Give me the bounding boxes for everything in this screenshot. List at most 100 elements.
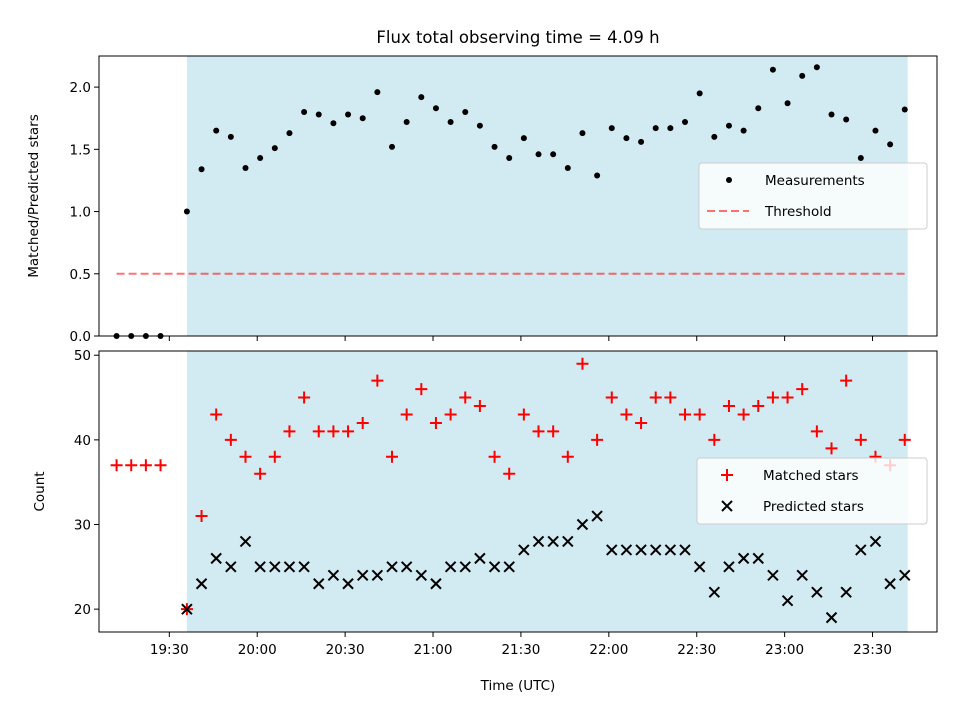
matched-star-point	[737, 408, 750, 421]
measurement-point	[901, 106, 908, 113]
predicted-star-point	[342, 578, 354, 590]
x-tick-label: 21:00	[414, 642, 453, 658]
measurement-point	[403, 118, 410, 125]
predicted-star-point	[313, 578, 325, 590]
matched-star-point	[898, 433, 911, 446]
legend-marker-x	[721, 500, 733, 512]
predicted-star-point	[781, 594, 794, 607]
predicted-star-point	[723, 561, 735, 573]
measurement-point	[725, 122, 732, 129]
predicted-star-point	[635, 544, 647, 556]
measurement-point	[432, 105, 439, 112]
matched-star-point	[110, 459, 123, 472]
predicted-star-point	[884, 578, 896, 590]
predicted-star-point	[225, 561, 237, 573]
predicted-star-point	[239, 535, 252, 548]
legend-label: Measurements	[765, 173, 865, 189]
matched-star-point	[444, 408, 457, 421]
predicted-star-point	[752, 552, 764, 565]
matched-star-point	[547, 425, 560, 438]
predicted-star-point	[254, 561, 266, 573]
y-axis-label: Matched/Predicted stars	[26, 114, 42, 277]
legend: Matched stars Predicted stars	[696, 457, 928, 525]
matched-star-point	[854, 433, 867, 446]
measurement-point	[286, 130, 293, 137]
x-axis-label: Time (UTC)	[480, 678, 556, 694]
matched-star-point	[312, 425, 325, 438]
measurement-point	[608, 125, 615, 132]
matched-star-point	[532, 425, 545, 438]
legend-box	[696, 457, 928, 525]
matched-star-point	[154, 459, 167, 472]
predicted-star-point	[840, 586, 852, 598]
y-tick-label: 50	[74, 348, 91, 364]
count-panel: 20 30 40 50 19:30 20:00 20:30 21:00 21:30 22:00 22…	[32, 348, 938, 658]
y-tick-label: 0.0	[70, 329, 91, 345]
matched-star-point	[224, 433, 237, 446]
y-tick-label: 0.5	[70, 267, 91, 283]
measurement-point	[301, 109, 308, 115]
measurement-point	[520, 135, 527, 142]
measurement-point	[784, 100, 791, 107]
predicted-star-point	[693, 561, 706, 573]
predicted-star-point	[576, 518, 589, 531]
predicted-star-point	[679, 544, 691, 556]
measurement-point	[887, 141, 894, 148]
measurement-point	[183, 208, 190, 215]
measurement-point	[389, 143, 396, 150]
measurement-point	[769, 66, 776, 73]
measurement-point	[198, 166, 205, 173]
matched-star-point	[561, 450, 574, 463]
matched-star-point	[195, 510, 208, 523]
matched-star-point	[722, 400, 735, 413]
measurement-point	[813, 64, 820, 71]
matched-star-point	[635, 416, 648, 429]
predicted-star-point	[386, 561, 398, 573]
measurement-point	[227, 133, 234, 140]
predicted-star-point	[430, 578, 442, 590]
measurement-point	[564, 165, 571, 171]
measurement-point	[271, 145, 278, 152]
measurement-point	[345, 111, 352, 118]
y-tick-label: 30	[74, 518, 91, 534]
legend-label: Predicted stars	[763, 499, 864, 515]
matched-star-point	[752, 400, 765, 413]
matched-star-point	[125, 459, 138, 472]
measurement-point	[462, 109, 469, 115]
axes-frame	[98, 55, 938, 337]
predicted-star-point	[269, 561, 281, 573]
matched-star-point	[371, 374, 384, 387]
matched-star-point	[605, 391, 618, 404]
measurement-point	[359, 115, 366, 122]
legend-marker-plus	[721, 469, 733, 481]
predicted-star-point	[356, 569, 369, 581]
matched-star-point	[459, 391, 472, 404]
matched-star-point	[210, 408, 223, 421]
legend: Measurements Threshold	[698, 162, 928, 230]
measurement-point	[872, 127, 879, 134]
legend-label: Matched stars	[763, 468, 859, 484]
predicted-star-point	[327, 569, 340, 581]
matched-star-point	[342, 425, 355, 438]
matched-star-point	[503, 467, 516, 480]
predicted-star-point	[210, 552, 222, 565]
measurement-point	[476, 122, 483, 129]
predicted-star-point	[737, 552, 750, 565]
measurement-point	[667, 125, 674, 132]
measurement-point	[491, 143, 498, 150]
predicted-star-point	[459, 561, 471, 573]
predicted-star-point	[606, 544, 618, 556]
matched-star-point	[139, 459, 152, 472]
measurement-point	[857, 155, 864, 162]
x-tick-label: 23:30	[853, 642, 892, 658]
measurement-point	[374, 89, 381, 96]
matched-star-point	[679, 408, 692, 421]
predicted-star-point	[532, 535, 545, 548]
measurement-point	[315, 111, 322, 118]
matched-star-point	[664, 391, 677, 404]
matched-star-point	[649, 391, 662, 404]
y-tick-label: 1.0	[70, 205, 91, 221]
predicted-star-point	[811, 586, 823, 598]
predicted-star-point	[650, 544, 662, 556]
x-tick-label: 20:00	[238, 642, 277, 658]
